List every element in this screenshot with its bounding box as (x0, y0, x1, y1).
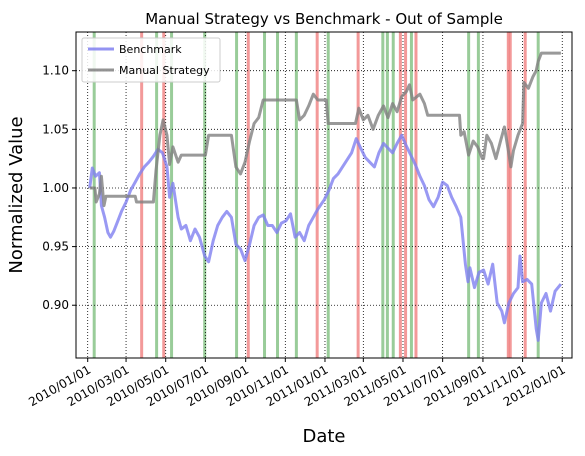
y-tick-label: 0.95 (42, 240, 69, 254)
chart-title: Manual Strategy vs Benchmark - Out of Sa… (145, 10, 503, 28)
plot-frame (75, 31, 573, 359)
y-tick-label: 0.90 (42, 298, 69, 312)
signal-lines (92, 32, 540, 358)
legend-label-benchmark: Benchmark (119, 43, 182, 56)
legend: Benchmark Manual Strategy (81, 37, 221, 83)
y-axis-label: Normalized Value (6, 116, 27, 273)
legend-label-strategy: Manual Strategy (119, 64, 210, 77)
y-tick-label: 1.10 (42, 64, 69, 78)
series-lines (88, 51, 563, 342)
y-tick-label: 1.00 (42, 181, 69, 195)
x-axis-label: Date (302, 426, 345, 447)
manual-strategy-line (89, 51, 561, 208)
legend-box (81, 37, 221, 83)
grid-lines (76, 32, 572, 358)
y-tick-label: 1.05 (42, 122, 69, 136)
benchmark-line (88, 133, 563, 342)
